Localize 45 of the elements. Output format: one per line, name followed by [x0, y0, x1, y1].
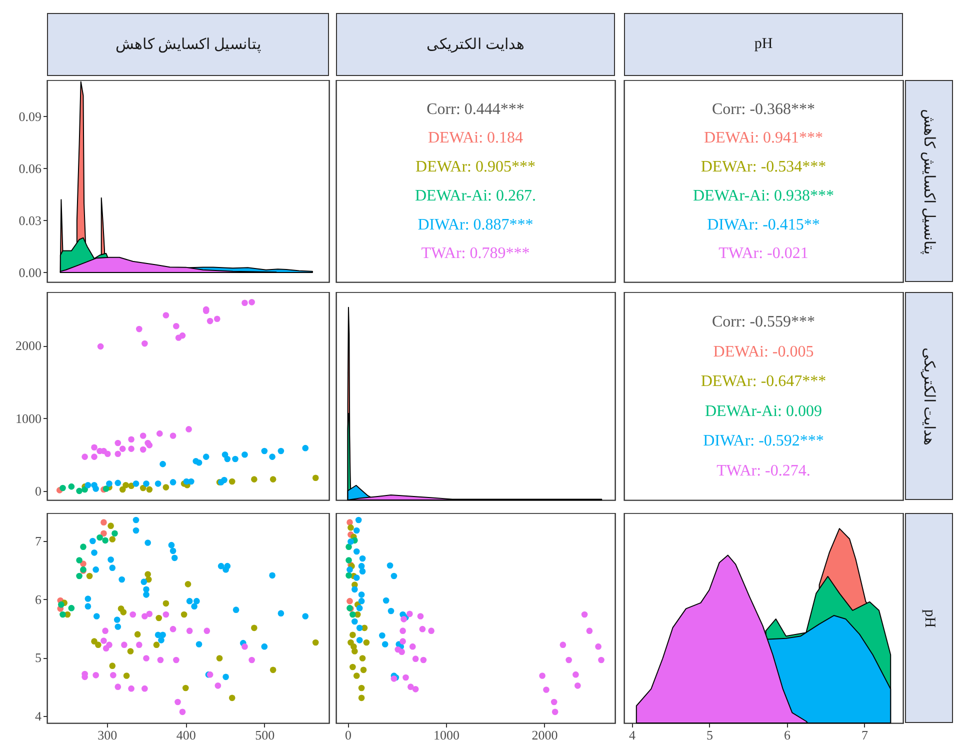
x-tick-label: 4 [629, 728, 636, 742]
chart-title: پتانسیل اکسایش کاهش [115, 36, 261, 54]
y-tick-label: 2000 [16, 338, 42, 354]
y-tick-label: 4 [35, 708, 42, 724]
text: TWAr: 0.789*** [421, 245, 530, 262]
y-tick-label: 1000 [16, 410, 42, 426]
y-tick-label: 0.06 [18, 160, 42, 176]
text: DIWAr: -0.415** [707, 216, 820, 234]
y-tick-label: 7 [35, 534, 42, 548]
text: DEWAr-Ai: 0.938*** [693, 187, 834, 204]
text: DEWAi: 0.184 [428, 130, 524, 147]
y-tick-label: 0.09 [18, 108, 42, 124]
text: DIWAr: -0.592*** [703, 432, 824, 450]
text: DEWAr-Ai: 0.267. [415, 187, 536, 204]
y-tick-label: 0.00 [18, 264, 42, 280]
text: پتانسیل اکسایش کاهش [920, 108, 938, 254]
text: Corr: 0.444*** [426, 100, 524, 118]
text: TWAr: -0.274. [716, 462, 810, 480]
text: DEWAi: 0.941*** [704, 130, 824, 147]
text: Corr: -0.559*** [712, 314, 816, 331]
text: هدایت الکتریکی [426, 36, 524, 54]
text: DIWAr: 0.887*** [418, 216, 534, 234]
x-tick-label: 5 [706, 728, 713, 742]
x-tick-label: 7 [862, 728, 868, 742]
y-tick-label: 0.03 [18, 212, 42, 228]
text: DEWAr: -0.647*** [700, 373, 826, 390]
y-tick-label: 5 [35, 650, 42, 666]
y-tick-label: 6 [35, 592, 42, 607]
text: DEWAr: 0.905*** [416, 158, 536, 176]
text: DEWAr-Ai: 0.009 [705, 402, 822, 420]
x-tick-label: 400 [176, 728, 196, 742]
text: TWAr: -0.021 [718, 245, 808, 262]
text: DEWAi: -0.005 [713, 343, 814, 360]
x-tick-label: 6 [784, 728, 791, 742]
x-tick-label: 500 [255, 728, 275, 742]
text: pH [754, 36, 773, 53]
text: DEWAr: -0.534*** [700, 158, 826, 176]
x-tick-label: 2000 [532, 728, 558, 742]
x-tick-label: 0 [345, 728, 352, 742]
y-tick-label: 0 [35, 483, 42, 498]
y-axis-title: pH [920, 608, 938, 628]
x-tick-label: 300 [98, 728, 118, 742]
x-tick-label: 1000 [434, 728, 460, 742]
text: Corr: -0.368*** [712, 100, 816, 118]
text: هدایت الکتریکی [920, 347, 938, 445]
